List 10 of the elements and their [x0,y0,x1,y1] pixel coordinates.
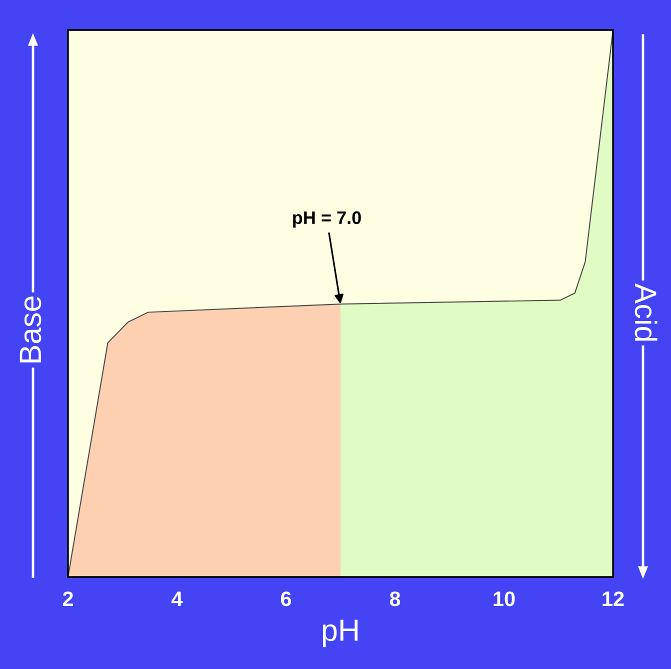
x-tick-label: 2 [62,591,73,606]
x-tick-label: 4 [172,592,183,606]
y2-axis-title: Acid [634,283,658,341]
y-axis-title: Base [20,296,42,362]
x-tick-label: 12 [602,591,624,606]
x-tick-label: 10 [494,591,515,606]
x-tick-label: 8 [390,591,400,606]
annotation: pH = 7.0 [293,211,361,228]
x-tick-label: 6 [280,591,292,606]
x-axis-title: pH [322,620,358,648]
